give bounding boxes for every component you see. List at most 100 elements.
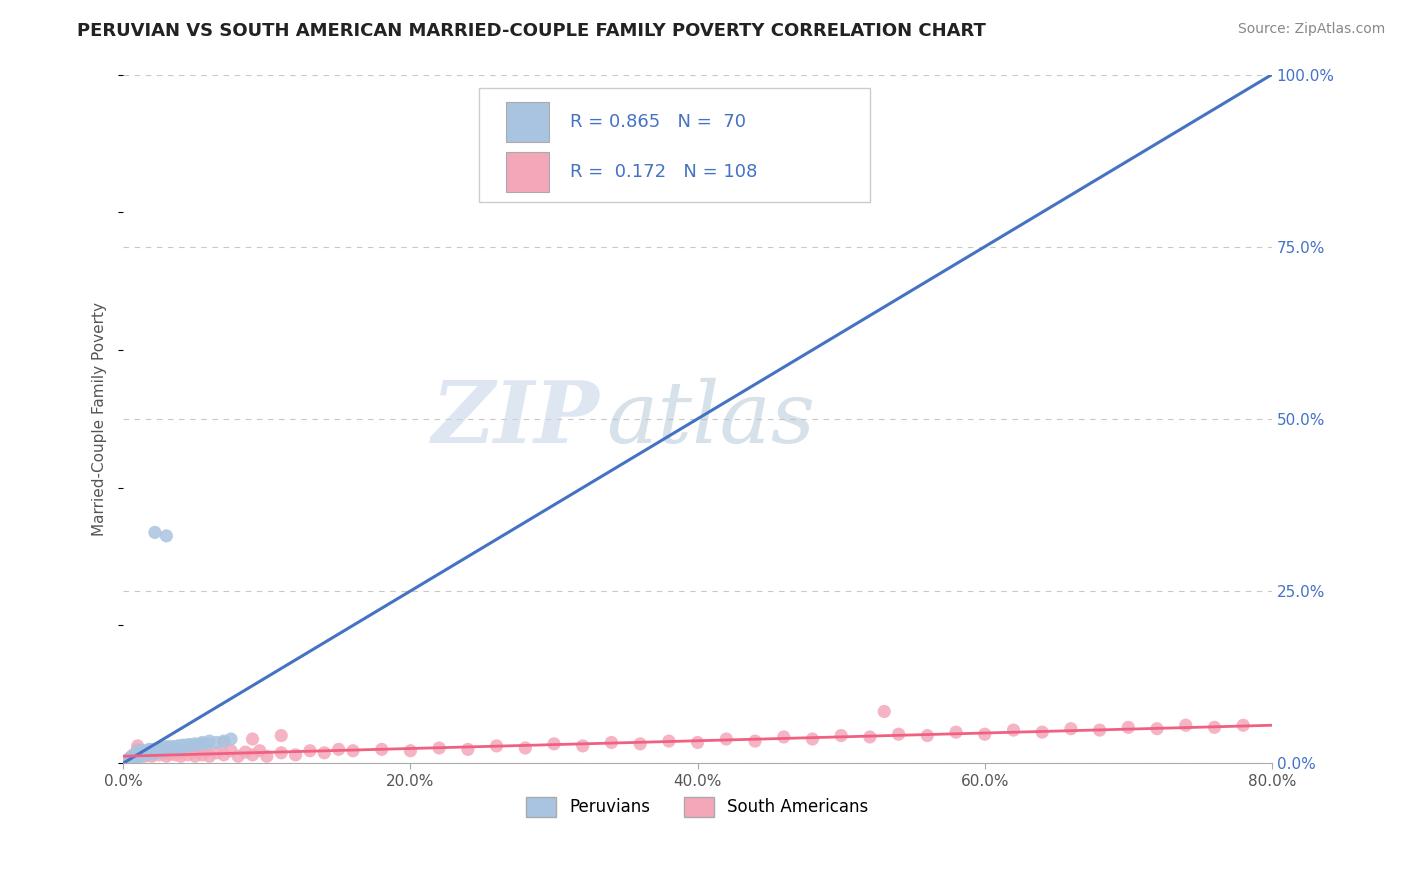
Point xyxy=(136,744,159,758)
Point xyxy=(187,738,209,752)
Text: Source: ZipAtlas.com: Source: ZipAtlas.com xyxy=(1237,22,1385,37)
Point xyxy=(128,747,150,761)
Point xyxy=(284,747,307,762)
Point xyxy=(125,748,148,763)
Point xyxy=(127,744,149,758)
Point xyxy=(159,739,181,754)
Point xyxy=(219,732,242,747)
Point xyxy=(191,747,214,762)
Point xyxy=(127,750,149,764)
Point xyxy=(148,745,170,759)
Point xyxy=(342,744,364,758)
Text: PERUVIAN VS SOUTH AMERICAN MARRIED-COUPLE FAMILY POVERTY CORRELATION CHART: PERUVIAN VS SOUTH AMERICAN MARRIED-COUPL… xyxy=(77,22,986,40)
Point xyxy=(859,730,882,744)
Point xyxy=(187,745,209,759)
Point xyxy=(146,744,169,758)
Point xyxy=(127,747,149,762)
Point xyxy=(163,739,186,754)
Point xyxy=(121,750,143,764)
Point xyxy=(314,746,336,760)
Point xyxy=(122,749,145,764)
Point xyxy=(173,739,195,754)
Point xyxy=(177,747,200,762)
Point xyxy=(172,738,194,752)
Point xyxy=(973,727,995,741)
Point xyxy=(127,747,149,762)
Point xyxy=(184,737,207,751)
Point xyxy=(945,725,967,739)
Point xyxy=(212,734,235,748)
Point xyxy=(127,750,149,764)
Point xyxy=(155,744,177,758)
Point xyxy=(128,747,150,761)
Point xyxy=(242,732,264,747)
Point xyxy=(628,737,651,751)
Point xyxy=(150,744,173,758)
Point xyxy=(249,744,271,758)
Point xyxy=(120,753,142,767)
Point xyxy=(167,744,190,758)
Point xyxy=(136,746,159,760)
Point xyxy=(173,745,195,759)
Point xyxy=(184,749,207,764)
Point xyxy=(181,744,204,758)
Point xyxy=(129,745,152,759)
Point xyxy=(205,735,228,749)
Point xyxy=(135,747,157,761)
Point xyxy=(124,750,146,764)
Point xyxy=(134,744,156,758)
Point xyxy=(170,749,193,764)
Point xyxy=(457,742,479,756)
Point xyxy=(658,734,681,748)
Point xyxy=(129,747,152,762)
Point xyxy=(371,742,394,756)
Point xyxy=(131,744,153,758)
Point xyxy=(1118,720,1140,734)
Point xyxy=(142,747,165,761)
Point xyxy=(744,734,766,748)
Point xyxy=(121,751,143,765)
Point xyxy=(122,751,145,765)
Point xyxy=(131,747,153,762)
Point xyxy=(127,742,149,756)
Point xyxy=(686,735,709,749)
Point xyxy=(143,744,166,758)
FancyBboxPatch shape xyxy=(506,102,550,142)
Point xyxy=(125,746,148,760)
FancyBboxPatch shape xyxy=(506,152,550,192)
Point xyxy=(152,741,174,756)
Point xyxy=(129,748,152,763)
Point xyxy=(143,745,166,759)
Point xyxy=(139,744,162,758)
FancyBboxPatch shape xyxy=(479,88,870,202)
Point xyxy=(124,747,146,762)
Point xyxy=(830,729,852,743)
Point xyxy=(328,742,350,756)
Point xyxy=(148,741,170,756)
Point xyxy=(887,727,910,741)
Point xyxy=(716,732,738,747)
Point xyxy=(163,747,186,762)
Point xyxy=(801,732,824,747)
Point xyxy=(772,730,794,744)
Point xyxy=(515,741,537,756)
Point xyxy=(149,744,172,758)
Legend: Peruvians, South Americans: Peruvians, South Americans xyxy=(520,790,876,823)
Point xyxy=(122,750,145,764)
Point xyxy=(120,750,142,764)
Point xyxy=(226,749,249,764)
Point xyxy=(1031,725,1053,739)
Point xyxy=(157,747,180,761)
Point xyxy=(873,705,896,719)
Point xyxy=(128,744,150,758)
Point xyxy=(134,747,156,762)
Point xyxy=(134,745,156,759)
Point xyxy=(256,749,278,764)
Point xyxy=(127,739,149,753)
Point xyxy=(169,739,191,754)
Point xyxy=(1204,720,1226,734)
Point xyxy=(138,747,160,761)
Point xyxy=(270,746,292,760)
Point xyxy=(127,752,149,766)
Point xyxy=(125,750,148,764)
